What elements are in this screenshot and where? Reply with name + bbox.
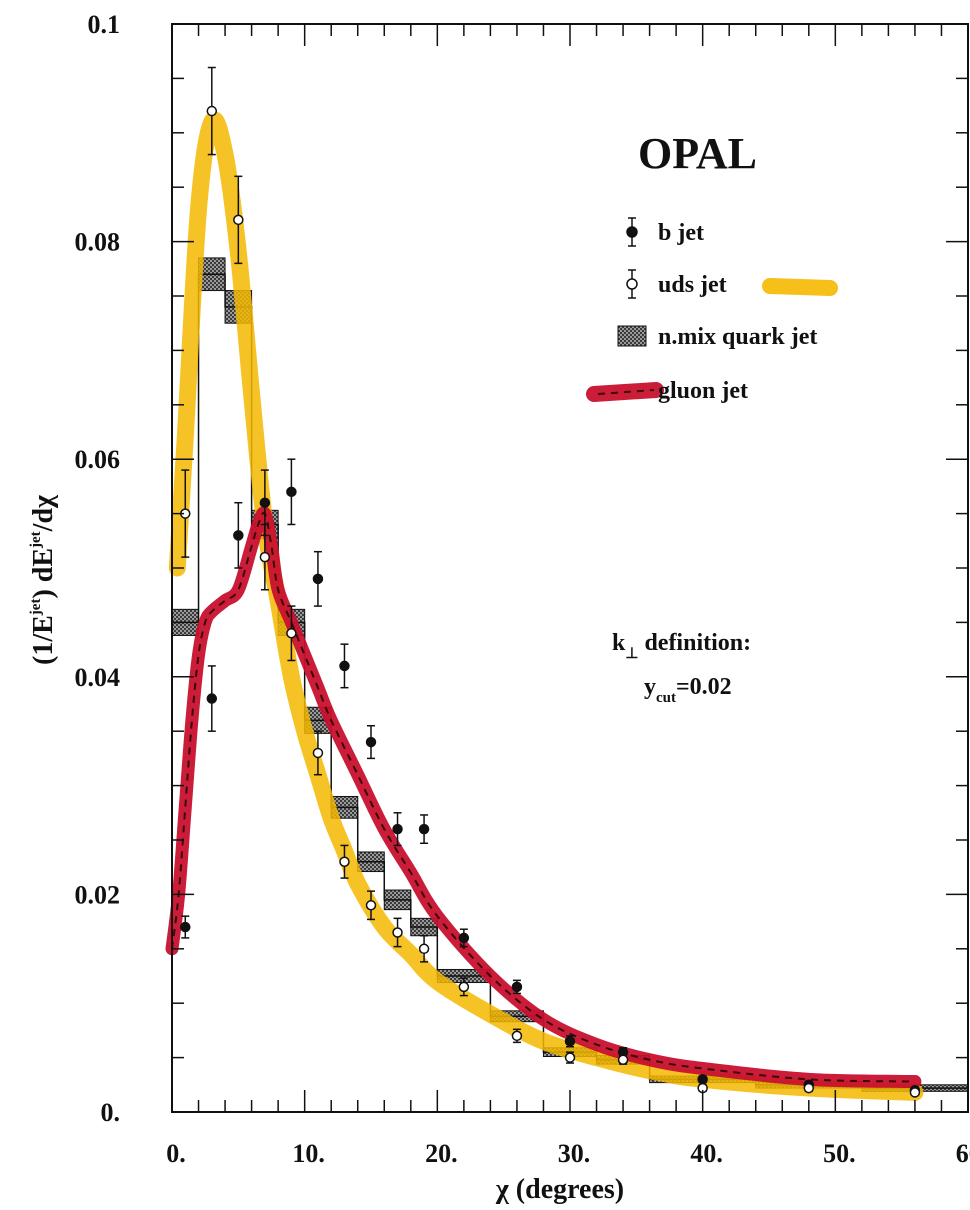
uds-jet-point [418,943,430,955]
x-tick-label: 10. [292,1139,325,1168]
b-jet-point [511,981,523,993]
uds-jet-point [909,1087,921,1098]
uds-jet-point [339,856,350,868]
uds-jet-point [286,628,297,639]
b-jet-point [564,1036,576,1047]
plot-frame [171,23,969,1113]
legend-uds-jet-marker [626,278,638,290]
b-jet-point [418,823,430,835]
x-tick-label: 30. [558,1139,591,1168]
y-tick-label: 0.08 [75,228,121,257]
legend-uds-swatch [762,278,838,296]
annotation-kt: k⊥ definition: [612,630,751,662]
x-tick-label: 20. [425,1139,458,1168]
y-axis-title: (1/Ejet) dEjet/dχ [28,494,59,665]
y-tick-label: 0.1 [88,10,121,39]
legend-b-jet-marker [626,226,638,238]
b-jet-point [392,823,403,835]
uds-jet-point [206,105,218,117]
b-jet-point [180,921,191,933]
x-axis-title: χ (degrees) [495,1174,624,1205]
b-jet-point [286,486,297,498]
axis-layer [171,23,969,1113]
uds-jet-point [259,551,271,563]
b-jet-point [259,497,271,508]
y-tick-label: 0.06 [75,445,121,474]
uds-jet-point [617,1054,629,1066]
b-jet-point [206,693,218,704]
uds-jet-point [564,1052,576,1063]
x-tick-label: 50. [823,1139,856,1168]
points-layer [180,66,921,1098]
b-jet-point [458,932,470,944]
annotation-ycut: ycut=0.02 [644,674,732,706]
y-tick-label: 0. [101,1098,121,1127]
b-jet-point [365,736,377,748]
x-tick-label: 60. [956,1139,970,1168]
legend: b jet uds jet n.mix quark jet gluon jet [586,217,838,404]
gluon-jet-curve [165,506,922,1089]
legend-gluon-dash [597,389,655,395]
legend-label: b jet [658,220,704,246]
curve-layer [165,111,924,1101]
uds-jet-point [312,747,324,759]
uds-jet-point [233,214,244,226]
b-jet-point [697,1074,708,1085]
gluon-jet-dashed-line [171,511,915,1083]
legend-label: n.mix quark jet [658,324,817,350]
uds-jet-point [511,1030,523,1042]
tick-label-layer: 0. 10. 20. 30. 40. 50. 60. 0. 0.02 0.04 0.06 0.08 0.… [75,10,970,1168]
uds-jet-point [803,1082,815,1094]
legend-label: uds jet [658,272,727,298]
x-tick-label: 40. [690,1139,723,1168]
y-tick-label: 0.02 [75,880,121,909]
x-tick-label: 0. [166,1139,186,1168]
b-jet-point [233,530,244,541]
uds-jet-point [458,981,470,993]
uds-jet-point [392,927,403,938]
b-jet-point [312,573,324,585]
y-tick-label: 0.04 [75,663,121,692]
legend-nmix-marker [617,325,647,347]
legend-label: gluon jet [658,378,748,404]
uds-jet-point [365,900,377,911]
b-jet-point [339,660,350,672]
experiment-label: OPAL [638,129,757,178]
